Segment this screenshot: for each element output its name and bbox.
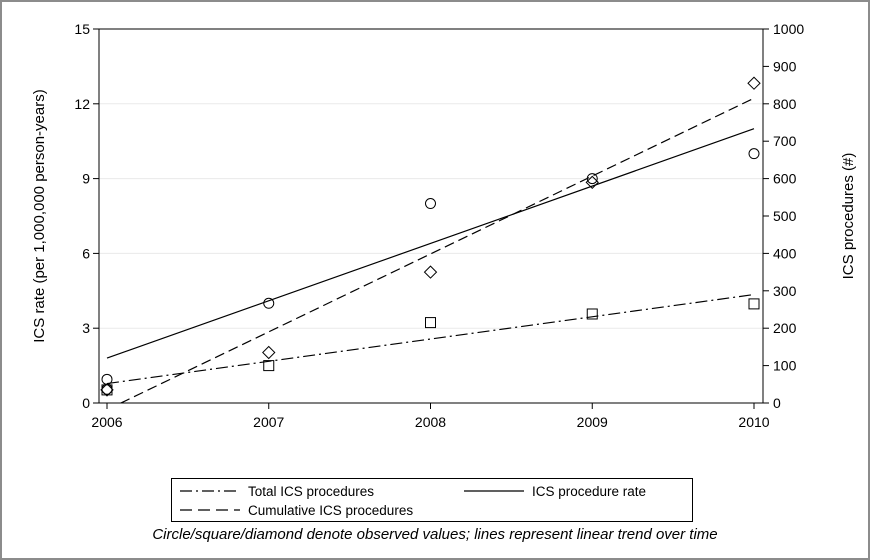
circle-point bbox=[586, 173, 598, 185]
y-tick-label: 9 bbox=[82, 171, 90, 187]
legend-label-total: Total ICS procedures bbox=[248, 483, 375, 499]
square-point bbox=[748, 298, 760, 310]
y2-tick-label: 900 bbox=[773, 58, 797, 74]
y-tick-label: 15 bbox=[74, 21, 90, 37]
chart-svg: 0 3 6 9 12 15 0 100 200 300 400 500 600 700 800 900 1000… bbox=[31, 21, 857, 430]
y2-tick-label: 100 bbox=[773, 358, 797, 374]
y-tick-label: 0 bbox=[82, 395, 90, 411]
trend-line bbox=[106, 128, 755, 359]
legend-item-rate: ICS procedure rate bbox=[464, 481, 646, 501]
x-tick-label: 2010 bbox=[738, 414, 769, 430]
diamond-point bbox=[423, 265, 438, 279]
y2-axis-label: ICS procedures (#) bbox=[840, 153, 857, 280]
y2-tick-label: 300 bbox=[773, 283, 797, 299]
circle-point bbox=[425, 198, 436, 210]
y2-tick-label: 400 bbox=[773, 245, 797, 261]
legend-label-cumulative: Cumulative ICS procedures bbox=[248, 502, 414, 518]
legend-label-rate: ICS procedure rate bbox=[532, 483, 647, 499]
square-point bbox=[586, 308, 598, 320]
footnote: Circle/square/diamond denote observed va… bbox=[152, 526, 718, 543]
trend-line bbox=[119, 97, 755, 403]
axes: 0 3 6 9 12 15 0 100 200 300 400 500 600 700 800 900 1000… bbox=[74, 21, 804, 430]
data-points bbox=[100, 76, 761, 397]
x-tick-label: 2007 bbox=[253, 414, 284, 430]
legend-item-cumulative: Cumulative ICS procedures bbox=[180, 500, 413, 520]
circle-point bbox=[101, 373, 113, 385]
y2-tick-label: 700 bbox=[773, 133, 797, 149]
legend-item-total: Total ICS procedures bbox=[180, 481, 374, 501]
y2-tick-label: 600 bbox=[773, 171, 797, 187]
x-tick-label: 2006 bbox=[91, 414, 122, 430]
y-tick-label: 6 bbox=[82, 245, 90, 261]
y2-tick-label: 500 bbox=[773, 208, 797, 224]
circle-point bbox=[263, 297, 275, 309]
plot-area bbox=[98, 28, 764, 404]
grid-lines bbox=[99, 28, 763, 404]
x-tick-label: 2009 bbox=[577, 414, 608, 430]
diamond-point bbox=[585, 175, 599, 190]
diamond-point bbox=[747, 76, 761, 90]
y2-tick-label: 0 bbox=[773, 395, 781, 411]
trend-line bbox=[106, 293, 755, 385]
y-axis-label: ICS rate (per 1,000,000 person-years) bbox=[31, 89, 48, 342]
x-tick-label: 2008 bbox=[415, 414, 446, 430]
y-tick-label: 3 bbox=[82, 320, 90, 336]
dashed-line-icon bbox=[180, 509, 240, 511]
diamond-point bbox=[100, 383, 114, 397]
y2-tick-label: 800 bbox=[773, 96, 797, 112]
circle-point bbox=[748, 148, 760, 160]
dash-dot-line-icon bbox=[180, 490, 240, 492]
y2-tick-label: 200 bbox=[773, 320, 797, 336]
legend: Total ICS procedures ICS procedure rate … bbox=[171, 478, 693, 522]
trend-lines bbox=[106, 97, 755, 403]
y-tick-label: 12 bbox=[74, 96, 90, 112]
square-point bbox=[425, 317, 436, 329]
y2-tick-label: 1000 bbox=[773, 21, 804, 37]
square-point bbox=[263, 360, 275, 372]
diamond-point bbox=[262, 345, 276, 360]
solid-line-icon bbox=[464, 490, 524, 492]
